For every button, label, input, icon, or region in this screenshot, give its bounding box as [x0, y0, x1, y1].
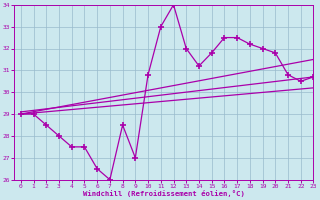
X-axis label: Windchill (Refroidissement éolien,°C): Windchill (Refroidissement éolien,°C) [83, 190, 245, 197]
